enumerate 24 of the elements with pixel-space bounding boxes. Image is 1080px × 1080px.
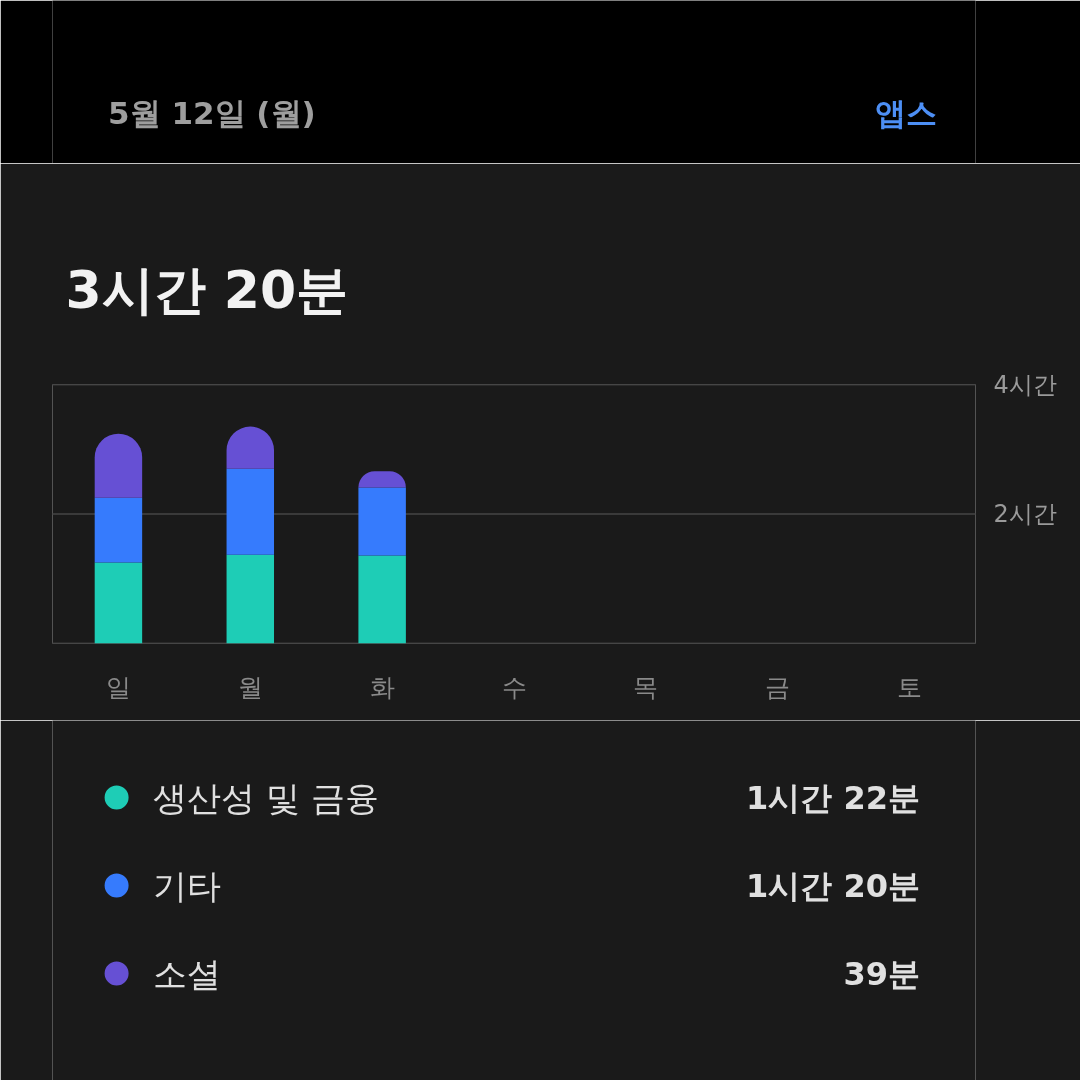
legend-label: 소셜 xyxy=(153,953,222,994)
text: 5월 12일 (월) xyxy=(108,94,316,131)
bar xyxy=(226,468,275,555)
x-tick-label: 금 xyxy=(765,672,791,702)
chart-title: 3시간 20분 xyxy=(65,259,349,320)
y-tick-label: 2시간 xyxy=(993,500,1057,528)
text: 1시간 22분 xyxy=(746,778,920,817)
bar xyxy=(358,487,406,556)
text: 1시간 20분 xyxy=(746,866,920,905)
text: 39분 xyxy=(843,954,920,993)
x-tick-label: 월 xyxy=(237,672,263,702)
x-tick-label: 수 xyxy=(501,672,527,702)
bar xyxy=(94,562,143,644)
x-tick-label: 일 xyxy=(105,672,131,702)
bar xyxy=(94,497,143,563)
x-tick-label: 목 xyxy=(633,672,659,702)
bar xyxy=(358,555,406,644)
x-tick-label: 토 xyxy=(897,672,923,702)
legend-label: 생산성 및 금융 xyxy=(153,777,379,818)
text: 앱스 xyxy=(875,94,938,131)
legend-label: 기타 xyxy=(153,865,222,906)
bar xyxy=(226,554,275,644)
x-tick-label: 화 xyxy=(369,672,395,702)
y-tick-label: 4시간 xyxy=(993,370,1057,399)
